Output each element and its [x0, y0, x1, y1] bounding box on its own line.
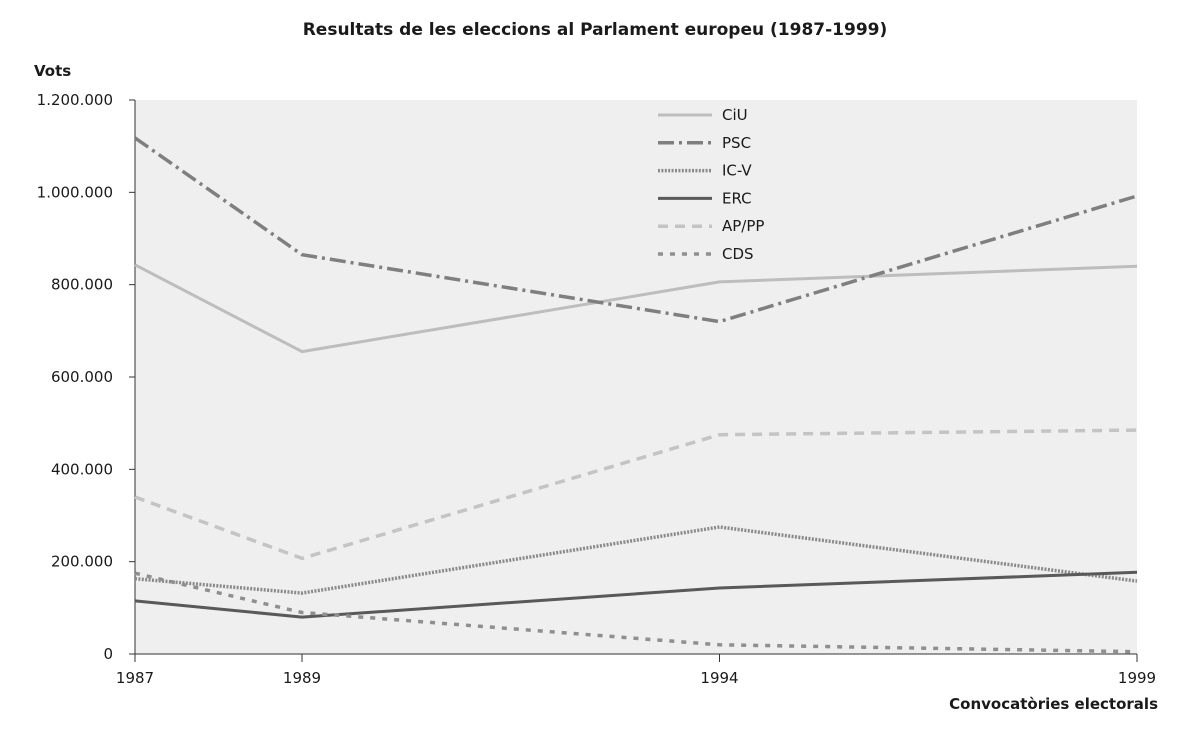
series-line-ic-v	[134, 525, 1138, 595]
y-tick-label: 600.000	[51, 368, 113, 386]
x-tick-label: 1989	[283, 669, 321, 687]
x-axis-label: Convocatòries electorals	[949, 695, 1158, 713]
series-line-cds	[134, 571, 1138, 654]
legend-label: CiU	[722, 106, 748, 124]
legend-label: AP/PP	[722, 217, 764, 235]
series-line-ciu	[134, 263, 1138, 354]
y-tick-label: 1.200.000	[37, 91, 113, 109]
legend-label: CDS	[722, 245, 754, 263]
x-tick-label: 1994	[700, 669, 738, 687]
y-tick-label: 0	[103, 645, 113, 663]
series-line-erc	[134, 570, 1138, 619]
series-line-ap-pp	[134, 428, 1138, 561]
legend-label: PSC	[722, 134, 751, 152]
x-tick-label: 1987	[116, 669, 154, 687]
plot-background	[135, 100, 1137, 654]
legend-label: ERC	[722, 189, 752, 207]
y-tick-label: 400.000	[51, 460, 113, 478]
y-tick-label: 800.000	[51, 276, 113, 294]
chart-title: Resultats de les eleccions al Parlament …	[302, 20, 888, 40]
y-tick-label: 1.000.000	[37, 183, 113, 201]
legend-label: IC-V	[722, 162, 752, 180]
series-line-psc	[133, 136, 1138, 324]
y-tick-label: 200.000	[51, 553, 113, 571]
x-tick-label: 1999	[1118, 669, 1156, 687]
y-axis-label: Vots	[34, 62, 72, 80]
